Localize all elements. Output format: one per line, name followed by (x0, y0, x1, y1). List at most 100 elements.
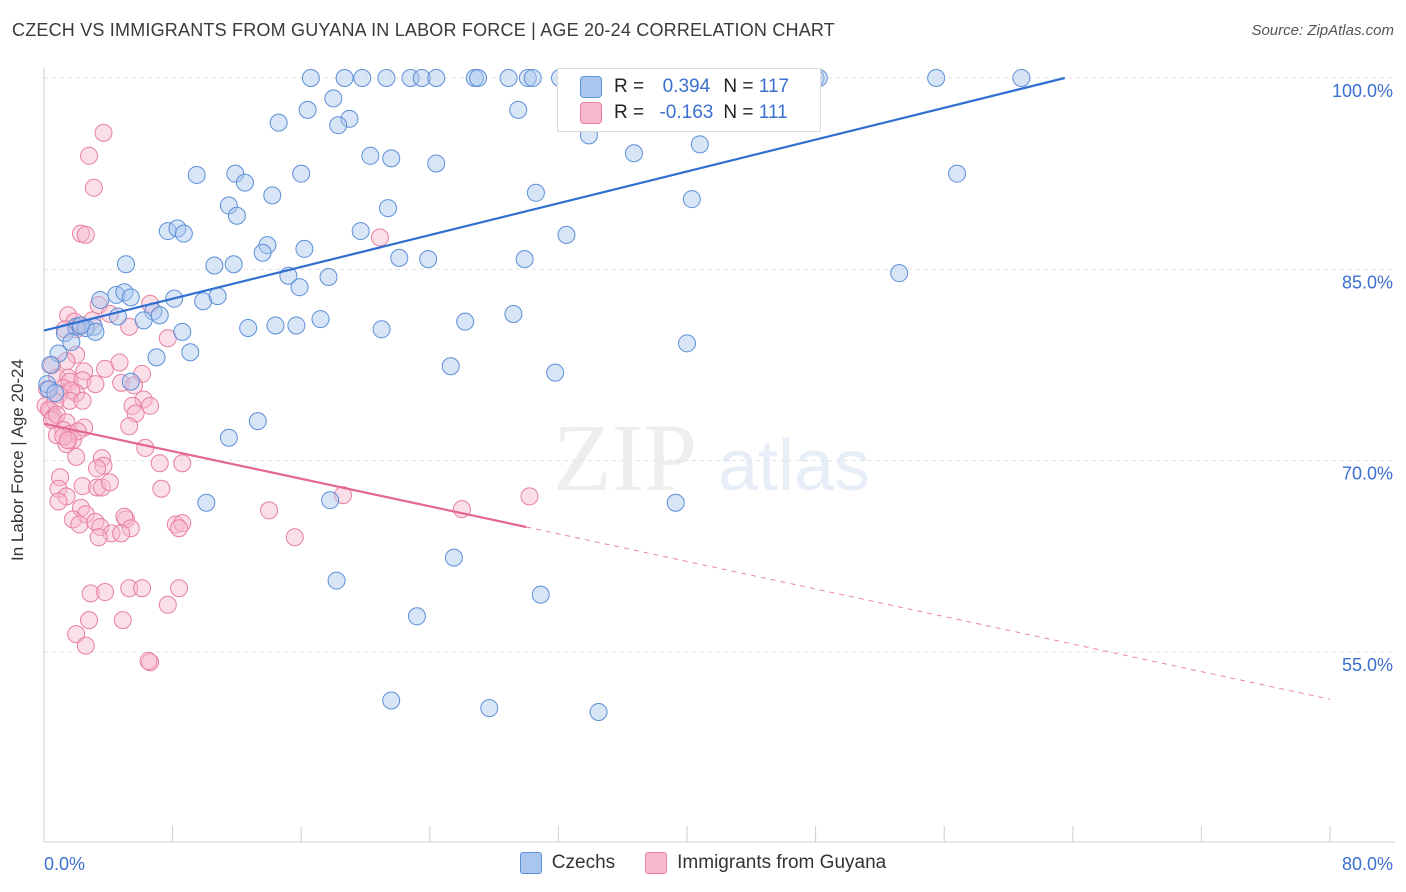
czech-point (377, 69, 396, 87)
czech-point (321, 491, 340, 510)
guyana-point (96, 359, 115, 378)
czech-point (248, 412, 267, 431)
guyana-point (158, 595, 177, 614)
czech-point (134, 311, 153, 330)
watermark-zip: ZIP (553, 404, 697, 511)
guyana-point (520, 487, 539, 506)
guyana-point (75, 362, 94, 381)
chart-source: Source: ZipAtlas.com (1251, 22, 1394, 39)
czech-point (121, 288, 140, 307)
guyana-point (92, 449, 111, 468)
legend-item-czechs[interactable]: Czechs (519, 852, 616, 874)
guyana-point (88, 459, 107, 478)
watermark-atlas: atlas (718, 426, 870, 506)
czech-point (327, 571, 346, 590)
guyana-n-value: 111 (758, 102, 788, 123)
guyana-point (173, 454, 192, 473)
czech-point (329, 116, 348, 135)
czech-point (269, 113, 288, 132)
guyana-point (86, 375, 105, 394)
guyana-point (67, 447, 86, 466)
legend-item-guyana[interactable]: Immigrants from Guyana (645, 852, 886, 874)
guyana-point (152, 479, 171, 498)
y-tick-label: 85.0% (1342, 272, 1393, 292)
czech-point (263, 186, 282, 205)
czech-point (624, 144, 643, 163)
guyana-point (51, 468, 70, 487)
czech-point (531, 585, 550, 604)
legend-swatch-czechs (519, 852, 542, 874)
czech-point (515, 250, 534, 269)
czech-point (41, 356, 60, 374)
czech-point (444, 548, 463, 567)
guyana-point (96, 583, 115, 602)
czech-point (469, 69, 488, 87)
czech-point (205, 256, 224, 275)
guyana-point (49, 492, 68, 511)
czech-point (441, 357, 460, 376)
czech-point (62, 333, 81, 352)
y-tick-label: 100.0% (1332, 81, 1393, 101)
guyana-point (94, 123, 113, 142)
czech-point (361, 146, 380, 165)
guyana-trend-extension (526, 526, 1331, 700)
czech-point (390, 248, 409, 267)
czech-points (38, 69, 1031, 721)
guyana-point (59, 431, 78, 450)
czech-point (298, 100, 317, 119)
czech-point (678, 334, 696, 353)
czech-point (287, 316, 306, 335)
czech-point (456, 312, 475, 331)
y-tick-label: 55.0% (1342, 655, 1393, 675)
czech-trend-line (43, 76, 1066, 332)
czech-point (219, 428, 238, 447)
czech-point (174, 224, 193, 243)
guyana-point (170, 519, 189, 538)
czech-point (407, 607, 426, 626)
guyana-point (67, 384, 86, 403)
czech-point (427, 154, 446, 173)
czechs-r-value: 0.394 (662, 76, 711, 97)
czech-point (682, 190, 701, 209)
czech-point (340, 109, 359, 128)
guyana-points (36, 123, 539, 672)
guyana-trend-line (43, 422, 527, 529)
czech-point (427, 69, 446, 87)
guyana-point (120, 417, 139, 436)
czech-point (253, 243, 272, 262)
guyana-point (60, 372, 79, 391)
guyana-point (113, 611, 132, 630)
czech-point (150, 306, 169, 325)
watermark: ZIP atlas (553, 404, 870, 511)
r-label: R = (614, 102, 645, 123)
guyana-point (80, 611, 99, 630)
guyana-point (81, 584, 100, 603)
guyana-point (73, 391, 92, 410)
czech-point (589, 702, 608, 721)
czech-point (523, 69, 542, 87)
guyana-point (170, 579, 189, 598)
r-label: R = (614, 76, 645, 97)
guyana-point (134, 390, 153, 409)
czech-point (335, 69, 354, 87)
czech-point (173, 322, 192, 341)
guyana-point (112, 524, 131, 543)
guyana-point (139, 651, 158, 670)
czech-point (290, 278, 309, 297)
czech-point (324, 89, 343, 108)
czech-point (948, 164, 967, 183)
czech-point (499, 69, 518, 87)
guyana-point (173, 514, 192, 533)
guyana-point (89, 528, 108, 547)
axes (43, 68, 1395, 843)
czechs-swatch (580, 76, 602, 98)
czech-point (372, 320, 391, 339)
czech-point (518, 69, 537, 87)
guyana-point (76, 636, 95, 655)
guyana-point (84, 178, 103, 197)
czech-point (266, 316, 285, 335)
guyana-point (260, 501, 279, 520)
czech-point (181, 343, 200, 362)
legend-label-czechs: Czechs (551, 852, 616, 873)
czech-point (419, 250, 438, 269)
